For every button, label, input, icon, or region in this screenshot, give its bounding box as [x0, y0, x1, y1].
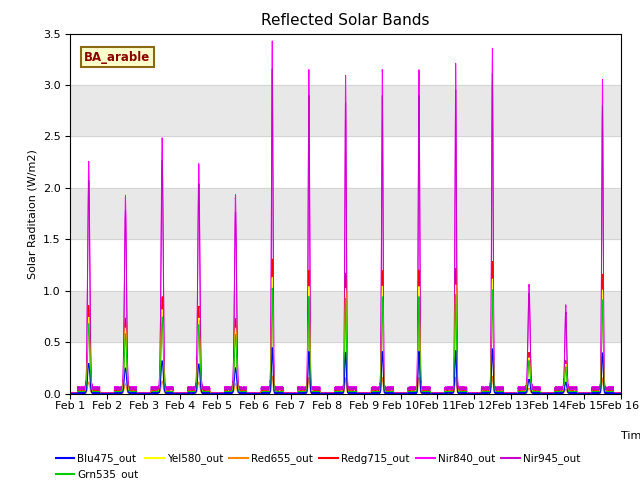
Bar [70, 188, 621, 240]
Text: Time: Time [621, 432, 640, 442]
Title: Reflected Solar Bands: Reflected Solar Bands [261, 13, 430, 28]
Text: BA_arable: BA_arable [84, 50, 150, 63]
Legend: Blu475_out, Grn535_out, Yel580_out, Red655_out, Redg715_out, Nir840_out, Nir945_: Blu475_out, Grn535_out, Yel580_out, Red6… [51, 449, 585, 480]
Bar [70, 85, 621, 136]
Y-axis label: Solar Raditaion (W/m2): Solar Raditaion (W/m2) [28, 149, 37, 278]
Bar [70, 291, 621, 342]
